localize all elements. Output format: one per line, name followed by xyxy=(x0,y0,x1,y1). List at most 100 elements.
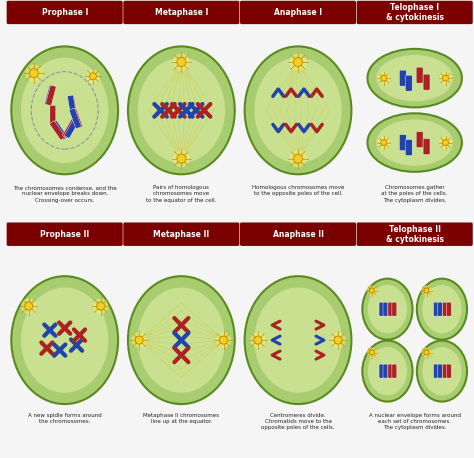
FancyBboxPatch shape xyxy=(241,223,356,245)
FancyBboxPatch shape xyxy=(8,1,122,23)
FancyBboxPatch shape xyxy=(434,302,438,316)
Circle shape xyxy=(370,288,374,293)
Circle shape xyxy=(251,333,265,347)
Circle shape xyxy=(135,336,143,344)
Ellipse shape xyxy=(245,46,351,174)
FancyBboxPatch shape xyxy=(357,223,472,245)
FancyBboxPatch shape xyxy=(52,121,67,140)
Circle shape xyxy=(443,140,448,146)
Circle shape xyxy=(443,75,448,81)
Ellipse shape xyxy=(368,285,407,333)
FancyBboxPatch shape xyxy=(64,119,79,138)
Ellipse shape xyxy=(128,276,235,404)
FancyBboxPatch shape xyxy=(388,302,393,316)
Text: Telophase I
& cytokinesis: Telophase I & cytokinesis xyxy=(386,3,444,22)
FancyBboxPatch shape xyxy=(124,1,239,23)
FancyBboxPatch shape xyxy=(442,364,447,378)
FancyBboxPatch shape xyxy=(46,85,56,106)
FancyBboxPatch shape xyxy=(392,364,397,378)
Ellipse shape xyxy=(417,341,467,402)
Text: The chromosomes condense, and the
nuclear envelope breaks down.
Crossing-over oc: The chromosomes condense, and the nuclea… xyxy=(13,185,117,203)
Circle shape xyxy=(254,336,262,344)
Circle shape xyxy=(422,286,431,295)
Text: A new spidle forms around
the chromosomes.: A new spidle forms around the chromosome… xyxy=(28,413,101,424)
Circle shape xyxy=(173,54,190,70)
Circle shape xyxy=(367,286,376,295)
Circle shape xyxy=(290,151,306,167)
FancyBboxPatch shape xyxy=(383,364,388,378)
Circle shape xyxy=(90,73,96,80)
Text: Prophase II: Prophase II xyxy=(40,230,89,239)
Ellipse shape xyxy=(362,278,412,340)
Circle shape xyxy=(97,302,105,310)
FancyBboxPatch shape xyxy=(447,364,451,378)
FancyBboxPatch shape xyxy=(405,140,412,156)
FancyBboxPatch shape xyxy=(379,302,384,316)
Ellipse shape xyxy=(422,285,462,333)
Text: Prophase I: Prophase I xyxy=(42,8,88,17)
Circle shape xyxy=(440,73,451,83)
FancyBboxPatch shape xyxy=(392,302,397,316)
Circle shape xyxy=(29,69,38,78)
Circle shape xyxy=(132,333,146,347)
Text: Homologous chromosomes move
to the opposite poles of the cell.: Homologous chromosomes move to the oppos… xyxy=(252,185,344,196)
Ellipse shape xyxy=(21,58,109,163)
Circle shape xyxy=(424,288,429,293)
FancyBboxPatch shape xyxy=(241,1,356,23)
Text: Metaphase II chromosomes
line up at the equator.: Metaphase II chromosomes line up at the … xyxy=(143,413,219,424)
FancyBboxPatch shape xyxy=(405,75,412,91)
FancyBboxPatch shape xyxy=(45,85,55,106)
Ellipse shape xyxy=(417,278,467,340)
Ellipse shape xyxy=(368,347,407,395)
FancyBboxPatch shape xyxy=(447,302,451,316)
Circle shape xyxy=(334,336,342,344)
Circle shape xyxy=(22,299,36,313)
FancyBboxPatch shape xyxy=(50,105,56,125)
Circle shape xyxy=(177,58,186,66)
Ellipse shape xyxy=(21,288,109,393)
Ellipse shape xyxy=(367,49,462,107)
Circle shape xyxy=(440,137,451,148)
FancyBboxPatch shape xyxy=(423,74,430,90)
Circle shape xyxy=(293,58,302,66)
Circle shape xyxy=(217,333,231,347)
Text: A nuclear envelope forms around
each set of chromosomes.
The cytoplasm divides.: A nuclear envelope forms around each set… xyxy=(369,413,461,431)
FancyBboxPatch shape xyxy=(438,302,442,316)
FancyBboxPatch shape xyxy=(50,105,56,125)
FancyBboxPatch shape xyxy=(50,121,65,140)
Ellipse shape xyxy=(367,113,462,172)
Circle shape xyxy=(331,333,345,347)
Text: Pairs of homologous
chromosomes move
to the equator of the cell.: Pairs of homologous chromosomes move to … xyxy=(146,185,217,203)
FancyBboxPatch shape xyxy=(423,139,430,154)
FancyBboxPatch shape xyxy=(442,302,447,316)
FancyBboxPatch shape xyxy=(416,67,423,83)
Circle shape xyxy=(177,154,186,163)
Text: Anaphase I: Anaphase I xyxy=(274,8,322,17)
Ellipse shape xyxy=(422,347,462,395)
Circle shape xyxy=(25,302,33,310)
Ellipse shape xyxy=(362,341,412,402)
Ellipse shape xyxy=(137,288,225,393)
Circle shape xyxy=(219,336,228,344)
Circle shape xyxy=(367,348,376,357)
FancyBboxPatch shape xyxy=(71,108,82,129)
Ellipse shape xyxy=(11,276,118,404)
Circle shape xyxy=(26,65,42,81)
Circle shape xyxy=(87,70,99,82)
FancyBboxPatch shape xyxy=(388,364,393,378)
Ellipse shape xyxy=(376,120,453,166)
Ellipse shape xyxy=(376,55,453,101)
Ellipse shape xyxy=(255,58,342,163)
FancyBboxPatch shape xyxy=(400,135,406,151)
FancyBboxPatch shape xyxy=(124,223,239,245)
Ellipse shape xyxy=(255,288,342,393)
Circle shape xyxy=(173,151,190,167)
Circle shape xyxy=(93,299,108,313)
FancyBboxPatch shape xyxy=(8,223,122,245)
FancyBboxPatch shape xyxy=(63,119,77,138)
FancyBboxPatch shape xyxy=(68,95,77,115)
Text: Chromosomes gather
at the poles of the cells.
The cytoplasm divides.: Chromosomes gather at the poles of the c… xyxy=(382,185,448,203)
Text: Telophase II
& cytokinesis: Telophase II & cytokinesis xyxy=(386,224,444,244)
Circle shape xyxy=(379,137,389,148)
FancyBboxPatch shape xyxy=(69,108,81,129)
